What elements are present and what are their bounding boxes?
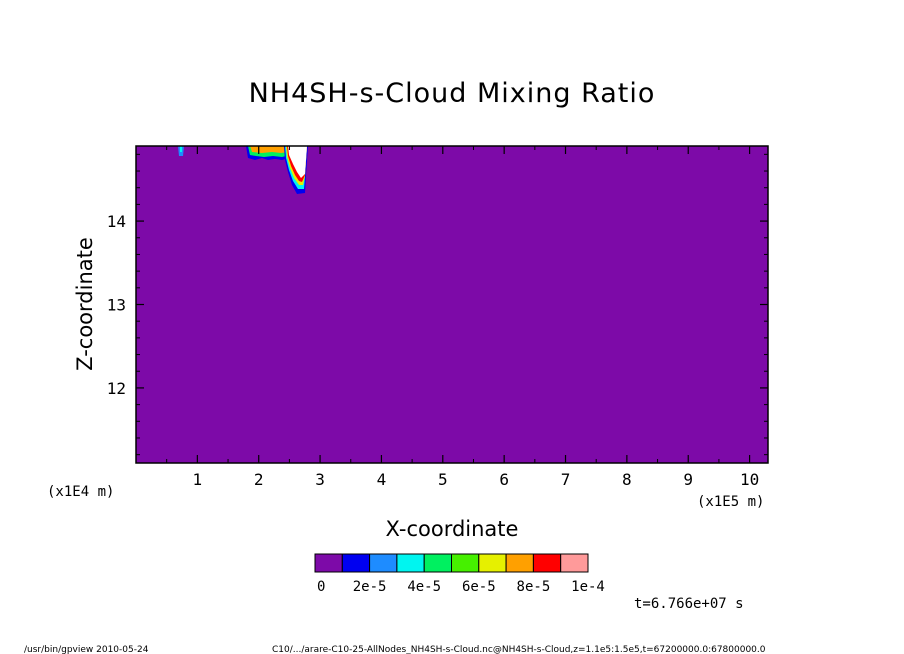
colorbar-swatch <box>341 553 371 573</box>
x-tick-label: 5 <box>438 470 448 489</box>
plot-area <box>136 146 768 463</box>
colorbar: 0 2e-5 4e-5 6e-5 8e-5 1e-4 <box>314 553 605 595</box>
colorbar-swatch <box>505 553 534 573</box>
x-tick-label: 1 <box>193 470 203 489</box>
colorbar-label: 1e-4 <box>571 579 605 595</box>
x-axis: 1 2 3 4 5 6 7 8 9 10 <box>166 146 759 489</box>
y-tick-label: 13 <box>107 296 126 315</box>
colorbar-swatch <box>314 553 343 573</box>
x-tick-label: 6 <box>499 470 509 489</box>
x-tick-label: 8 <box>622 470 632 489</box>
y-axis: 12 13 14 <box>107 153 768 456</box>
x-scale-note: (x1E5 m) <box>697 494 764 510</box>
y-scale-note: (x1E4 m) <box>47 484 114 500</box>
y-axis-label: Z-coordinate <box>73 237 97 371</box>
colorbar-label: 2e-5 <box>353 579 387 595</box>
colorbar-swatch <box>560 553 589 573</box>
y-tick-label: 14 <box>107 212 126 231</box>
colorbar-swatch <box>396 553 425 573</box>
x-tick-label: 3 <box>315 470 325 489</box>
cloud-feature-3-core <box>288 146 307 178</box>
x-tick-label: 4 <box>377 470 387 489</box>
colorbar-swatch <box>478 553 507 573</box>
y-tick-label: 12 <box>107 379 126 398</box>
x-tick-label: 10 <box>740 470 759 489</box>
colorbar-label: 6e-5 <box>462 579 496 595</box>
footer-right: C10/.../arare-C10-25-AllNodes_NH4SH-s-Cl… <box>272 645 766 654</box>
cloud-features <box>178 146 308 194</box>
cloud-feature-2-core <box>250 146 290 153</box>
x-axis-label: X-coordinate <box>386 517 519 541</box>
colorbar-swatch <box>451 553 480 573</box>
x-tick-label: 7 <box>561 470 571 489</box>
colorbar-swatch <box>369 553 398 573</box>
colorbar-label: 8e-5 <box>517 579 551 595</box>
x-tick-label: 2 <box>254 470 264 489</box>
time-label: t=6.766e+07 s <box>634 596 744 612</box>
colorbar-label: 4e-5 <box>407 579 441 595</box>
chart-title: NH4SH-s-Cloud Mixing Ratio <box>249 78 656 109</box>
cloud-feature-1-core <box>180 146 182 152</box>
footer-left: /usr/bin/gpview 2010-05-24 <box>24 645 149 654</box>
colorbar-label: 0 <box>317 579 325 595</box>
colorbar-swatch <box>423 553 453 573</box>
x-tick-label: 9 <box>683 470 693 489</box>
colorbar-swatch <box>532 553 562 573</box>
